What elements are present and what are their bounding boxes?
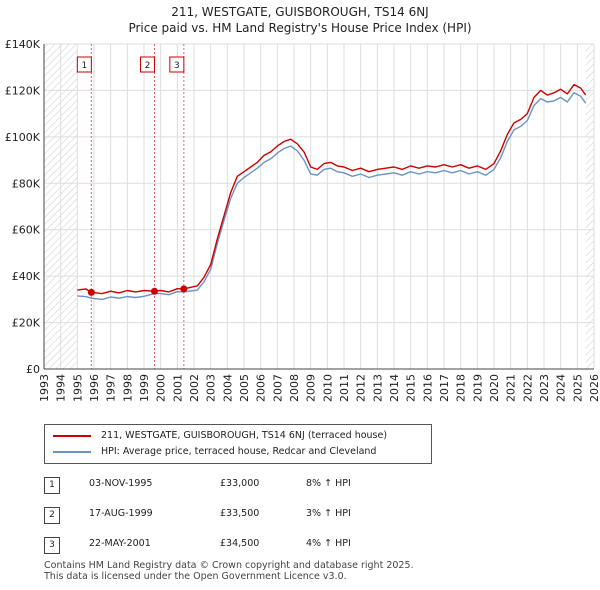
hpi-line <box>77 92 587 301</box>
sale-label-box <box>76 56 92 73</box>
y-tick-label: £80K <box>12 177 41 190</box>
x-tick-label: 2002 <box>188 374 201 402</box>
legend: 211, WESTGATE, GUISBOROUGH, TS14 6NJ (te… <box>44 424 432 464</box>
y-tick-label: £40K <box>12 270 41 283</box>
sale-number: 2 <box>44 507 60 524</box>
legend-label-hpi: HPI: Average price, terraced house, Redc… <box>101 446 377 457</box>
sale-point <box>151 287 158 295</box>
legend-item-hpi: HPI: Average price, terraced house, Redc… <box>53 444 423 460</box>
sale-hpi-change: 3% ↑ HPI <box>306 508 351 519</box>
footer-license: This data is licensed under the Open Gov… <box>44 571 347 582</box>
property-price-line <box>77 83 587 295</box>
x-tick-label: 2003 <box>205 374 218 402</box>
sale-date: 03-NOV-1995 <box>89 478 153 489</box>
legend-item-property: 211, WESTGATE, GUISBOROUGH, TS14 6NJ (te… <box>53 428 423 444</box>
y-tick-label: £100K <box>5 131 41 144</box>
y-tick-label: £20K <box>12 317 41 330</box>
sale-date: 22-MAY-2001 <box>89 538 151 549</box>
x-tick-label: 1996 <box>88 374 101 402</box>
x-tick-label: 2004 <box>221 374 234 402</box>
sale-date: 17-AUG-1999 <box>89 508 153 519</box>
x-tick-label: 2023 <box>538 374 551 402</box>
x-tick-label: 1994 <box>55 374 68 402</box>
x-tick-label: 1993 <box>38 374 51 402</box>
x-tick-label: 2018 <box>455 374 468 402</box>
legend-label-property: 211, WESTGATE, GUISBOROUGH, TS14 6NJ (te… <box>101 430 388 441</box>
x-tick-label: 2026 <box>588 374 600 402</box>
sale-label-number: 2 <box>145 61 151 71</box>
sale-price: £33,500 <box>220 508 260 519</box>
x-tick-label: 2013 <box>371 374 384 402</box>
y-tick-label: £140K <box>5 38 41 51</box>
sale-label-box <box>140 56 155 73</box>
sale-label-number: 1 <box>81 61 87 71</box>
x-tick-label: 2012 <box>355 374 368 402</box>
x-tick-label: 1999 <box>138 374 151 402</box>
legend-swatch-property <box>53 435 91 437</box>
x-tick-label: 1998 <box>121 374 134 402</box>
footer-copyright: Contains HM Land Registry data © Crown c… <box>44 560 414 571</box>
x-tick-label: 2025 <box>571 374 584 402</box>
sale-label-box <box>169 56 185 73</box>
y-tick-label: £0 <box>26 363 40 376</box>
sale-label-number: 3 <box>174 61 180 71</box>
x-tick-label: 2007 <box>271 374 284 402</box>
x-tick-label: 2022 <box>521 374 534 402</box>
x-tick-label: 1995 <box>71 374 84 402</box>
y-tick-label: £120K <box>5 84 41 97</box>
x-tick-label: 2021 <box>505 374 518 402</box>
sale-point <box>180 285 188 293</box>
sale-hpi-change: 4% ↑ HPI <box>306 538 351 549</box>
x-tick-label: 2020 <box>488 374 501 402</box>
legend-swatch-hpi <box>53 451 91 453</box>
x-tick-label: 2024 <box>555 374 568 402</box>
y-tick-label: £60K <box>12 224 41 237</box>
footer: Contains HM Land Registry data © Crown c… <box>44 560 414 582</box>
x-tick-label: 1997 <box>105 374 118 402</box>
x-tick-label: 2011 <box>338 374 351 402</box>
x-tick-label: 2009 <box>305 374 318 402</box>
x-tick-label: 2019 <box>471 374 484 402</box>
x-tick-label: 2008 <box>288 374 301 402</box>
sale-price: £34,500 <box>220 538 260 549</box>
x-tick-label: 2015 <box>405 374 418 402</box>
sale-point <box>87 288 95 296</box>
sale-hpi-change: 8% ↑ HPI <box>306 478 351 489</box>
price-chart: 1 2 3 £0 £20K £40K £60K £80K £100K £120K £140K 1993… <box>5 38 600 402</box>
x-tick-label: 2016 <box>421 374 434 402</box>
x-tick-label: 2005 <box>238 374 251 402</box>
x-tick-label: 2006 <box>255 374 268 402</box>
x-tick-label: 2000 <box>155 374 168 402</box>
hatched-region-after-data <box>585 44 594 369</box>
chart-title-line1: 211, WESTGATE, GUISBOROUGH, TS14 6NJ <box>171 5 429 19</box>
chart-title: 211, WESTGATE, GUISBOROUGH, TS14 6NJ Pri… <box>0 4 600 36</box>
sale-price: £33,000 <box>220 478 260 489</box>
chart-title-line2: Price paid vs. HM Land Registry's House … <box>128 21 472 35</box>
x-tick-label: 2010 <box>321 374 334 402</box>
sale-number: 3 <box>44 537 60 554</box>
sale-number: 1 <box>44 477 60 494</box>
x-tick-label: 2017 <box>438 374 451 402</box>
x-tick-label: 2001 <box>171 374 184 402</box>
x-tick-label: 2014 <box>388 374 401 402</box>
